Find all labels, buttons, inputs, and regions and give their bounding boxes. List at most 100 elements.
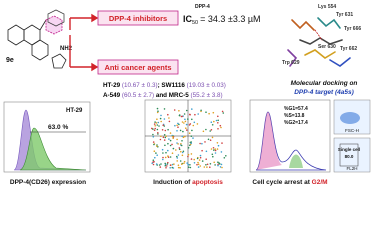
scatter-dot: [177, 126, 179, 128]
scatter-dot: [164, 136, 167, 139]
scatter-dot: [193, 162, 196, 164]
panel-caption: Cell cycle arrest at G2/M: [252, 179, 327, 186]
scatter-dot: [164, 144, 166, 147]
scatter-dot: [157, 133, 159, 135]
anticancer-box: [97, 59, 179, 75]
scatter-dot: [172, 147, 175, 150]
scatter-dot: [225, 155, 227, 157]
scatter-dot: [181, 121, 184, 123]
scatter-dot: [153, 129, 156, 131]
scatter-dot: [159, 166, 162, 168]
ic50-sup: DPP-4: [195, 4, 210, 10]
scatter-dot: [163, 134, 166, 136]
scatter-dot: [213, 120, 215, 123]
scatter-dot: [186, 129, 188, 131]
scatter-dot: [152, 161, 154, 163]
scatter-dot: [184, 135, 186, 138]
scatter-dot: [209, 130, 211, 132]
scatter-dot: [209, 139, 212, 141]
scatter-dot: [193, 121, 196, 124]
scatter-dot: [214, 148, 216, 150]
scatter-dot: [164, 162, 166, 165]
scatter-dot: [197, 166, 200, 168]
scatter-dot: [183, 160, 186, 163]
scatter-dot: [220, 163, 223, 166]
scatter-dot: [161, 148, 164, 151]
scatter-dot: [217, 115, 219, 118]
scatter-dot: [214, 152, 217, 154]
scatter-dot: [196, 123, 199, 125]
scatter-dot: [160, 114, 162, 117]
scatter-dot: [167, 161, 169, 164]
scatter-dot: [209, 166, 211, 168]
gate-label: 63.0 %: [48, 124, 68, 131]
scatter-dot: [219, 163, 221, 165]
arrows: [69, 13, 99, 72]
scatter-dot: [205, 128, 207, 131]
scatter-dot: [156, 118, 158, 120]
scatter-dot: [167, 113, 169, 116]
scatter-dot: [156, 111, 159, 114]
scatter-dot: [153, 123, 156, 125]
scatter-dot: [155, 122, 158, 124]
scatter-dot: [167, 142, 169, 145]
scatter-dot: [214, 149, 217, 152]
scatter-dot: [156, 128, 159, 131]
scatter-dot: [217, 144, 220, 147]
scatter-dot: [206, 166, 208, 168]
scatter-dot: [166, 163, 169, 165]
scatter-dot: [161, 129, 164, 131]
scatter-dot: [182, 130, 184, 133]
residue-label: Ser 630: [318, 44, 336, 50]
scatter-dot: [177, 166, 180, 169]
scatter-dot: [168, 120, 171, 123]
scatter-dot: [169, 164, 172, 166]
scatter-dot: [205, 111, 207, 113]
ic50: IC50 = 34.3 ±3.3 µM: [183, 14, 261, 26]
scatter-dot: [201, 160, 204, 162]
scatter-dot: [167, 128, 169, 131]
scatter-dot: [183, 113, 186, 115]
scatter-dot: [163, 118, 166, 120]
inset-value: 80.0: [345, 154, 354, 159]
scatter-dot: [181, 154, 184, 157]
scatter-dot: [178, 148, 181, 151]
scatter-dot: [169, 132, 172, 134]
scatter-dot: [162, 158, 164, 161]
scatter-dot: [183, 122, 185, 124]
scatter-dot: [221, 110, 224, 113]
scatter-dot: [178, 110, 180, 112]
scatter-dot: [181, 151, 184, 154]
scatter-dot: [181, 163, 183, 165]
scatter-dot: [162, 136, 165, 139]
scatter-dot: [221, 142, 223, 144]
scatter-dot: [177, 154, 180, 156]
scatter-dot: [213, 149, 215, 151]
graphical-abstract: 9e NH2 DPP-4 inhibitors DPP-4 IC50 = 34.3…: [3, 4, 371, 186]
scatter-dot: [154, 125, 156, 127]
scatter-dot: [210, 121, 213, 123]
scatter-dot: [179, 167, 181, 169]
scatter-dot: [185, 109, 188, 112]
scatter-dot: [156, 107, 159, 110]
scatter-dot: [208, 112, 210, 115]
scatter-dot: [216, 142, 219, 144]
scatter-dot: [190, 153, 193, 155]
scatter-dot: [205, 150, 208, 153]
scatter-dot: [219, 166, 222, 168]
cell-cycle-stat: %S=13.8: [284, 113, 305, 119]
scatter-dot: [190, 158, 193, 160]
scatter-dot: [201, 149, 203, 152]
scatter-dot: [180, 144, 183, 147]
scatter-dot: [192, 124, 195, 127]
scatter-dot: [223, 157, 226, 159]
scatter-dot: [220, 126, 222, 129]
scatter-dot: [177, 164, 180, 166]
scatter-dot: [194, 113, 196, 116]
scatter-dot: [156, 124, 159, 126]
scatter-dot: [199, 154, 202, 157]
scatter-dot: [154, 121, 156, 123]
scatter-dot: [152, 163, 155, 166]
scatter-dot: [165, 167, 167, 169]
sample-histogram: [19, 127, 87, 171]
